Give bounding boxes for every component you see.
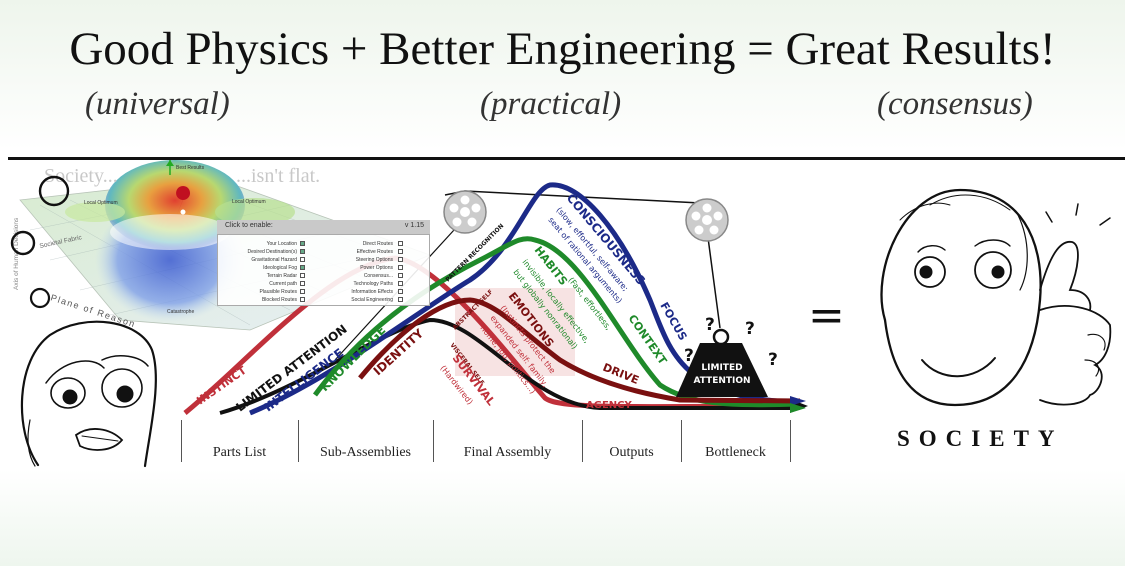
location-pin-dot (180, 209, 186, 215)
happy-face-character (880, 188, 1112, 407)
equals-sign: = (808, 290, 845, 341)
axis-human-decisions-label: Axis of Human Decisions (13, 217, 20, 290)
overlay-option-checkbox[interactable] (300, 241, 305, 246)
overlay-option-checkbox[interactable] (398, 273, 403, 278)
weight-label-line2: ATTENTION (693, 376, 750, 386)
right-eye-pupil (116, 385, 134, 403)
overlay-option-label: Effective Routes (356, 249, 393, 255)
overlay-header: Click to enable: v 1.15 (217, 220, 430, 234)
overlay-option-checkbox[interactable] (398, 249, 403, 254)
stage-divider (681, 420, 682, 462)
overlay-option-label: Your Location (266, 241, 297, 247)
output-arrowhead-green-icon (790, 403, 806, 413)
overlay-option-label: Gravitational Hazard (251, 257, 297, 263)
local-hill-left (65, 202, 125, 222)
overlay-option-checkbox[interactable] (300, 281, 305, 286)
overlay-option-label: Desired Destination(s) (247, 249, 297, 255)
output-arrowhead-blue-icon (790, 396, 806, 406)
question-mark-2: ? (745, 319, 755, 339)
subtitle-universal: (universal) (85, 86, 230, 122)
society-label: SOCIETY (897, 426, 1064, 451)
overlay-option-checkbox[interactable] (300, 249, 305, 254)
overlay-option-label: Current path (269, 281, 297, 287)
overlay-option-checkbox[interactable] (398, 297, 403, 302)
best-results-arrow-icon (166, 160, 174, 166)
overlay-version: v 1.15 (404, 222, 424, 229)
local-optimum-right-label: Local Optimum (232, 199, 266, 205)
overlay-header-label: Click to enable: (225, 222, 273, 229)
label-agency: AGENCY (586, 400, 632, 411)
overlay-option-checkbox[interactable] (300, 265, 305, 270)
overlay-option-checkbox[interactable] (300, 257, 305, 262)
catastrophe-label: Catastrophe (167, 309, 194, 315)
label-context: CONTEXT (626, 312, 670, 367)
overlay-option-checkbox[interactable] (300, 273, 305, 278)
path-intelligence-consciousness (249, 182, 801, 416)
overlay-option-label: Terrain Radar (266, 273, 297, 279)
overlay-option-label: Social Engineering (351, 297, 393, 303)
circle-marker-1 (38, 175, 70, 207)
limited-attention-weight: LIMITED ATTENTION (676, 328, 768, 397)
thumbs-up-hand (1039, 241, 1092, 311)
weight-label-line1: LIMITED (701, 363, 742, 373)
stage-bottleneck: Bottleneck (705, 445, 766, 460)
stage-parts-list: Parts List (212, 445, 267, 460)
pulley-right-icon (685, 198, 729, 242)
question-mark-1: ? (705, 315, 715, 335)
pulley-left-icon (443, 190, 487, 234)
location-pin-icon (176, 186, 191, 214)
isnt-flat-text-faded: ...isn't flat. (236, 165, 320, 187)
fog-cloud (110, 214, 230, 250)
overlay-option-label: Direct Routes (362, 241, 393, 247)
stage-final-assembly: Final Assembly (463, 445, 552, 460)
happy-right-pupil (991, 265, 1005, 279)
society-text-faded: Society... (44, 165, 118, 187)
overlay-option-label: Blocked Routes (261, 297, 297, 303)
subtitle-practical: (practical) (480, 86, 622, 122)
overlay-option-checkbox[interactable] (398, 281, 403, 286)
overlay-option-checkbox[interactable] (398, 241, 403, 246)
question-mark-3: ? (684, 346, 694, 366)
overlay-option-label: Steering Options (355, 257, 393, 263)
stage-divider (790, 420, 791, 462)
overlay-option-label: Ideological Fog (263, 265, 297, 271)
overlay-option-label: Technology Paths (353, 281, 393, 287)
diagram-canvas: Best Results Local Optimum Local Optimum… (10, 160, 1112, 468)
main-title: Good Physics + Better Engineering = Grea… (69, 23, 1056, 75)
best-results-label: Best Results (176, 165, 205, 171)
header-divider (8, 157, 1125, 160)
stage-outputs: Outputs (609, 445, 654, 460)
question-mark-4: ? (768, 350, 778, 370)
overlay-option-label: Power Options (360, 265, 393, 271)
stage-sub-assemblies: Sub-Assemblies (320, 445, 411, 460)
stage-divider (298, 420, 299, 462)
circle-marker-3 (29, 287, 51, 309)
local-hill-right (215, 198, 295, 226)
overlay-option-checkbox[interactable] (398, 289, 403, 294)
stage-divider (433, 420, 434, 462)
subtitle-consensus: (consensus) (877, 86, 1033, 122)
overlay-option-label: Consensus... (363, 273, 393, 279)
left-eye-pupil (62, 389, 78, 405)
worried-face-character (20, 320, 157, 468)
stage-divider (582, 420, 583, 462)
overlay-option-label: Information Effects (351, 289, 393, 295)
path-identity-emotions (358, 297, 801, 404)
stage-divider (181, 420, 182, 462)
happy-left-pupil (919, 265, 933, 279)
local-optimum-left-label: Local Optimum (84, 200, 118, 206)
path-limited-attention (219, 317, 800, 415)
overlay-option-checkbox[interactable] (300, 289, 305, 294)
overlay-option-checkbox[interactable] (398, 257, 403, 262)
overlay-option-checkbox[interactable] (300, 297, 305, 302)
overlay-options-panel: Your Location Desired Destination(s) Gravi… (217, 234, 430, 306)
overlay-option-checkbox[interactable] (398, 265, 403, 270)
overlay-option-label: Plausible Routes (259, 289, 297, 295)
circle-marker-2 (10, 230, 36, 256)
